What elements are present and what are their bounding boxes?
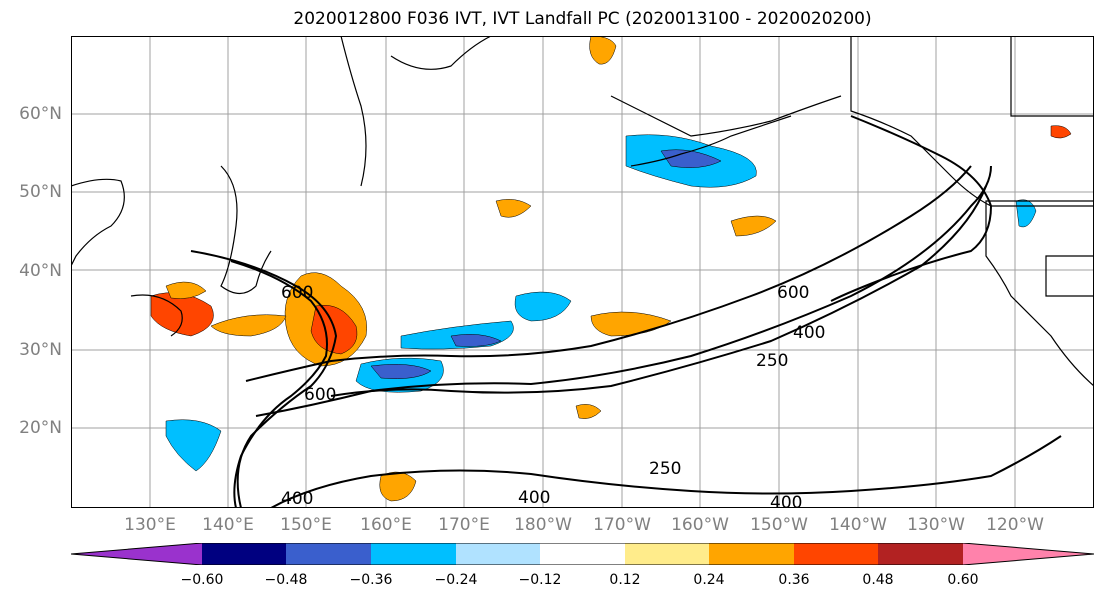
lon-label: 140°E xyxy=(202,515,254,535)
contour-label: 400 xyxy=(793,323,825,343)
lon-label: 130°E xyxy=(124,515,176,535)
colorbar-tick: −0.48 xyxy=(264,572,308,588)
colorbar-tick: −0.60 xyxy=(180,572,224,588)
colorbar-tick: 0.36 xyxy=(778,572,810,588)
gridlines xyxy=(71,36,1094,508)
lat-label: 40°N xyxy=(19,261,62,281)
colorbar xyxy=(71,543,1094,565)
lon-label: 130°W xyxy=(907,515,965,535)
colorbar-tick: 0.24 xyxy=(693,572,725,588)
colorbar-tick: 0.48 xyxy=(862,572,894,588)
lon-label: 150°E xyxy=(280,515,332,535)
coastlines xyxy=(71,36,1094,387)
lon-label: 140°W xyxy=(829,515,887,535)
lat-label: 60°N xyxy=(19,104,62,124)
lat-label: 20°N xyxy=(19,418,62,438)
colorbar-cell xyxy=(71,543,202,565)
contour-label: 250 xyxy=(756,351,788,371)
contour-label: 400 xyxy=(518,488,550,508)
colorbar-cell xyxy=(456,543,540,565)
contour-label: 600 xyxy=(304,385,336,405)
colorbar-cell xyxy=(371,543,456,565)
lon-label: 160°W xyxy=(671,515,729,535)
colorbar-tick: −0.24 xyxy=(434,572,478,588)
map-frame xyxy=(71,36,1094,508)
ivt-contours xyxy=(190,115,1062,508)
contour-label: 600 xyxy=(281,283,313,303)
colorbar-cell xyxy=(286,543,371,565)
contour-labels: 600 400 250 600 600 400 250 400 400 xyxy=(281,283,825,508)
colorbar-cell xyxy=(963,543,1094,565)
lon-label: 150°W xyxy=(750,515,808,535)
lon-label: 170°W xyxy=(593,515,651,535)
pc-shading xyxy=(150,36,1072,502)
lat-label: 50°N xyxy=(19,182,62,202)
lon-label: 180°W xyxy=(514,515,572,535)
contour-label: 600 xyxy=(777,283,809,303)
colorbar-cell xyxy=(794,543,878,565)
colorbar-cell xyxy=(625,543,709,565)
colorbar-cell xyxy=(202,543,286,565)
lon-label: 170°E xyxy=(438,515,490,535)
colorbar-cell xyxy=(878,543,963,565)
contour-label: 250 xyxy=(649,459,681,479)
lon-label: 160°E xyxy=(360,515,412,535)
map-title: 2020012800 F036 IVT, IVT Landfall PC (20… xyxy=(293,9,872,29)
lon-label: 120°W xyxy=(986,515,1044,535)
contour-label: 400 xyxy=(281,489,313,508)
colorbar-tick: 0.60 xyxy=(947,572,979,588)
map-plot: 600 400 250 600 600 400 250 400 400 xyxy=(71,36,1094,508)
colorbar-tick: −0.12 xyxy=(518,572,562,588)
contour-label: 400 xyxy=(770,493,802,508)
colorbar-tick: −0.36 xyxy=(349,572,393,588)
colorbar-cell xyxy=(540,543,625,565)
colorbar-cell xyxy=(709,543,794,565)
lat-label: 30°N xyxy=(19,340,62,360)
colorbar-tick: 0.12 xyxy=(609,572,641,588)
